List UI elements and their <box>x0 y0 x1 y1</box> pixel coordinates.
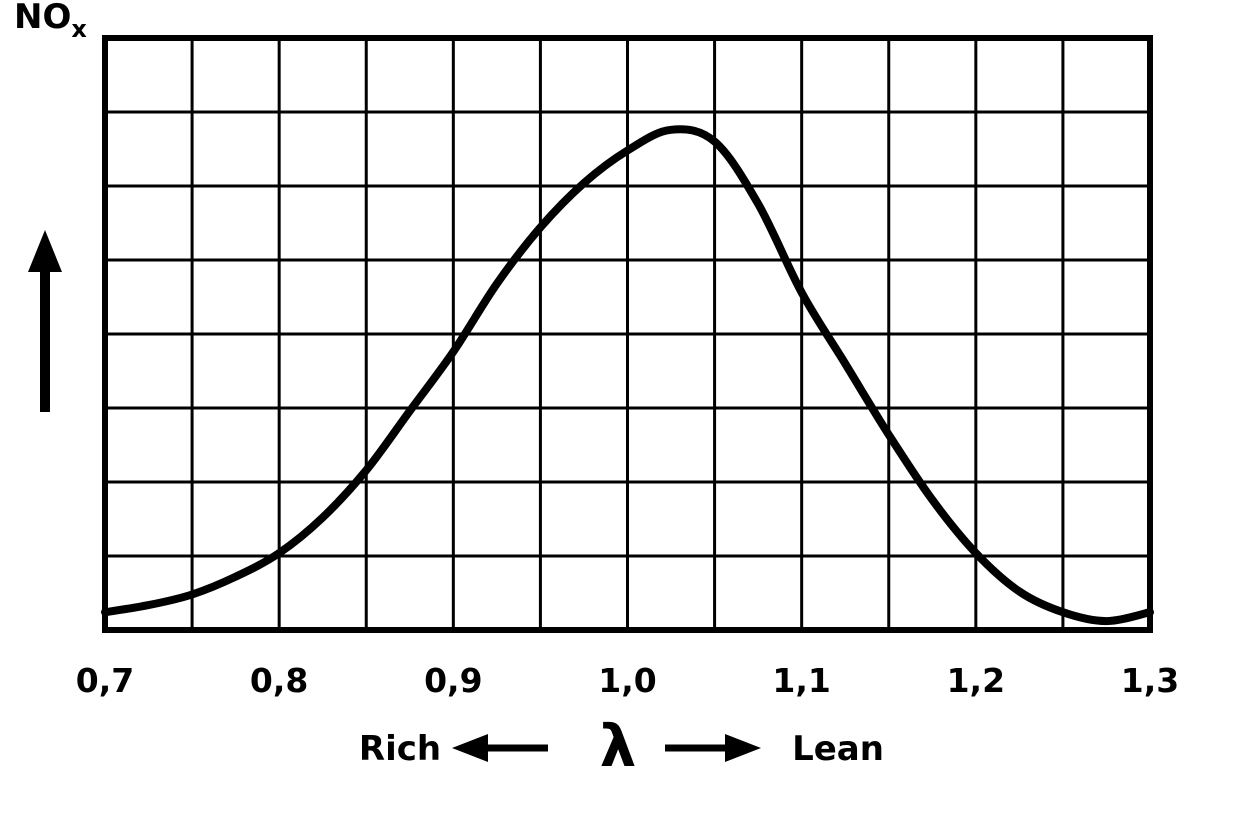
x-tick-label: 1,0 <box>598 661 656 700</box>
x-tick-label: 1,3 <box>1121 661 1179 700</box>
x-tick-label: 0,9 <box>424 661 482 700</box>
x-axis-annotation: Rich λ Lean <box>359 712 884 780</box>
y-axis-label: NOx <box>14 0 87 43</box>
x-tick-label: 1,2 <box>947 661 1005 700</box>
x-tick-label: 0,7 <box>76 661 134 700</box>
lambda-label: λ <box>600 712 637 780</box>
x-tick-label: 1,1 <box>772 661 830 700</box>
x-tick-label: 0,8 <box>250 661 308 700</box>
grid-lines <box>105 38 1150 630</box>
rich-label: Rich <box>359 729 441 769</box>
plot-border <box>102 35 1153 633</box>
lean-label: Lean <box>792 729 884 769</box>
y-increase-arrow-icon <box>28 230 62 412</box>
nox-curve <box>101 125 1154 626</box>
arrow-left-icon <box>452 734 548 762</box>
arrow-right-icon <box>665 734 761 762</box>
